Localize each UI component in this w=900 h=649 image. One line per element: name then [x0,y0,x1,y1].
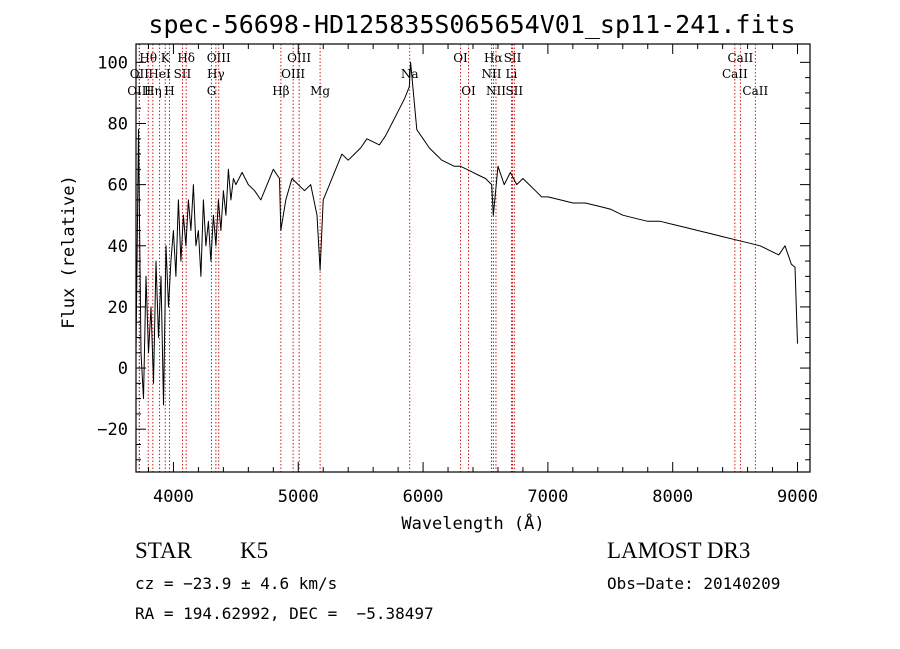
survey-name: LAMOST DR3 [607,538,751,563]
spectral-line-label: Li [506,67,518,81]
spectral-line-label: HeI [148,67,171,81]
observation-date: Obs−Date: 20140209 [607,574,781,593]
y-tick-label: 0 [118,359,128,379]
spectral-line-label: H [164,84,174,98]
spectral-line-label: Hθ [139,51,157,65]
axis-ticks: 4000 5000 6000 7000 8000 9000 −20 0 20 40 60 80 100 [97,44,818,507]
spectral-line-label: OIII [207,51,231,65]
spectral-line-label: CaII [742,84,768,98]
x-tick-label: 6000 [403,487,444,507]
x-axis-label: Wavelength (Å) [401,512,544,534]
coordinates-text: RA = 194.62992, DEC = −5.38497 [135,604,434,623]
x-tick-label: 9000 [777,487,818,507]
redshift-text: cz = −23.9 ± 4.6 km/s [135,574,338,593]
y-tick-label: 20 [108,298,128,318]
spectral-line-label: Mg [310,84,330,98]
spectral-line-label: SII [505,84,523,98]
spectral-line-label: OIII [281,67,305,81]
chart-title: spec-56698-HD125835S065654V01_sp11-241.f… [148,10,795,39]
y-tick-label: 40 [108,237,128,257]
object-subclass: K5 [240,538,269,563]
spectral-line-label: CaII [722,67,748,81]
x-tick-label: 4000 [153,487,194,507]
spectral-line-label: OIII [287,51,311,65]
flux-series-line [136,61,798,406]
spectral-line-label: SII [504,51,522,65]
spectral-line-label: Hδ [177,51,195,65]
spectral-line-label: Hβ [272,84,289,98]
spectral-line-label: Hη [144,84,162,98]
spectral-line-label: OI [453,51,468,65]
object-class: STAR [135,538,192,563]
x-tick-label: 7000 [527,487,568,507]
spectral-line-label: NII [481,67,501,81]
x-tick-label: 8000 [652,487,693,507]
y-tick-label: 100 [97,53,128,73]
spectral-line-label: NII [486,84,506,98]
spectral-line-label: Hα [484,51,503,65]
spectral-line-label: OIII [127,84,151,98]
spectral-line-label: CaII [727,51,753,65]
spectral-line-label: Hγ [207,67,225,81]
spectral-line-label: K [161,51,171,65]
y-tick-label: −20 [97,420,128,440]
y-tick-label: 60 [108,176,128,196]
spectral-line-label: OII [130,67,150,81]
series-layer [136,61,798,406]
spectral-line-label: SII [174,67,192,81]
plot-frame [135,43,811,473]
y-tick-label: 80 [108,114,128,134]
spectral-line-label: G [207,84,217,98]
spectral-line-label: OI [461,84,476,98]
y-axis-label: Flux (relative) [59,175,79,329]
x-tick-label: 5000 [278,487,319,507]
